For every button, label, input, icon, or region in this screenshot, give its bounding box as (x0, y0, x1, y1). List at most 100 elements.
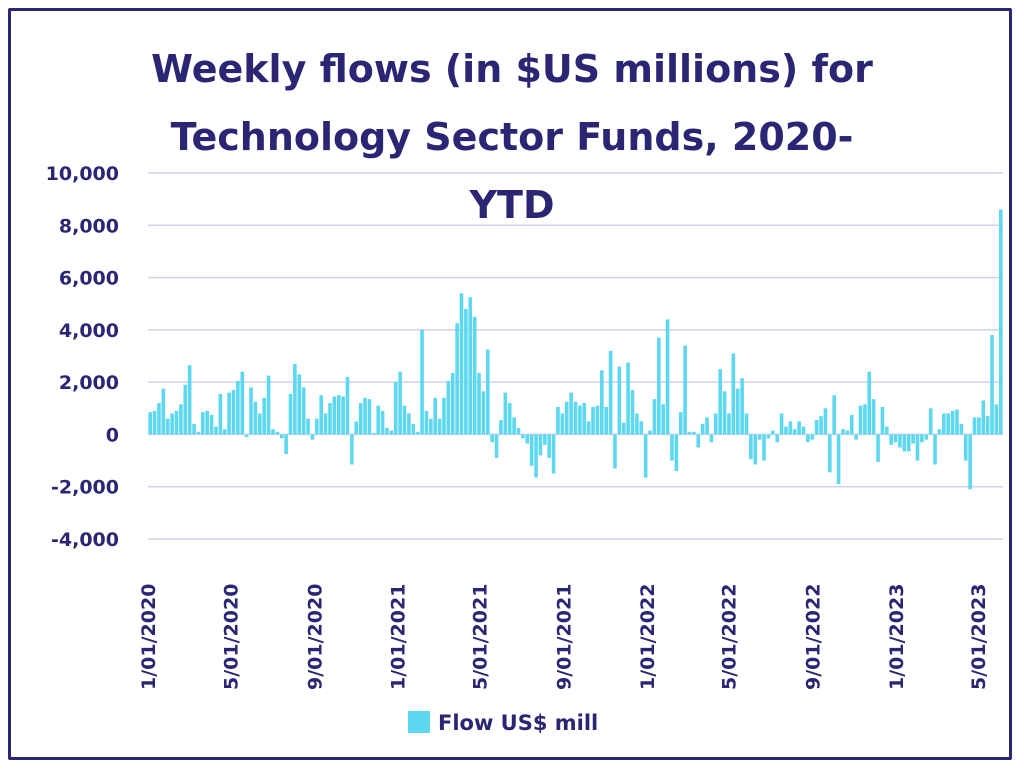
bar (214, 426, 218, 435)
bar (841, 429, 845, 435)
bar (398, 371, 402, 435)
bar (301, 387, 306, 435)
bar (955, 409, 959, 435)
bar (415, 431, 420, 435)
bar (363, 397, 367, 435)
bar (661, 404, 665, 435)
bar (972, 417, 977, 435)
bar (477, 372, 481, 435)
bar (459, 293, 464, 435)
bar (771, 430, 775, 435)
bar (372, 433, 376, 435)
bar (358, 403, 363, 435)
bar (999, 209, 1003, 435)
bar (525, 434, 530, 444)
bar (529, 434, 534, 466)
bar (696, 434, 701, 448)
bar (288, 393, 293, 435)
bar (253, 401, 258, 435)
bar (731, 353, 736, 435)
bar (665, 319, 670, 435)
bar (806, 434, 810, 443)
bar (183, 384, 188, 435)
x-tick-label: 5/01/2023 (968, 584, 990, 690)
bar (613, 434, 617, 469)
bar (687, 431, 692, 435)
bar (854, 434, 858, 440)
bar (446, 380, 451, 435)
bar (442, 397, 446, 435)
bar (709, 434, 714, 443)
bar (266, 375, 271, 435)
bar (345, 376, 350, 435)
bar (814, 420, 819, 435)
bar (683, 345, 687, 435)
bar (499, 420, 503, 435)
bar (836, 434, 841, 485)
x-tick-label: 1/01/2023 (886, 584, 908, 690)
bar (740, 378, 744, 435)
bar (341, 396, 345, 435)
bar (735, 388, 740, 435)
bar (306, 418, 310, 435)
bar (455, 323, 459, 435)
bar (376, 405, 380, 435)
y-tick-label: -2,000 (51, 477, 119, 499)
bar (240, 371, 245, 435)
bar (801, 426, 806, 435)
x-tick-label: 9/01/2022 (803, 584, 825, 690)
bar (845, 430, 850, 435)
x-tick-label: 5/01/2022 (719, 584, 741, 690)
y-tick-label: -4,000 (51, 529, 119, 551)
bar (534, 434, 538, 478)
bar (464, 308, 468, 435)
bar (788, 421, 793, 435)
x-tick-label: 5/01/2021 (470, 584, 492, 690)
bar (604, 406, 608, 435)
bar (893, 434, 898, 443)
bar (354, 421, 359, 435)
bar (950, 410, 955, 435)
bar (775, 434, 779, 443)
chart-title-line-2: Technology Sector Funds, 2020- (171, 115, 854, 159)
bar (928, 408, 933, 435)
bar (937, 429, 942, 435)
bar (968, 434, 972, 490)
bar (161, 388, 166, 435)
bar (617, 366, 622, 435)
bar (472, 316, 477, 435)
bar (727, 413, 731, 435)
bar (591, 406, 595, 435)
bar (380, 410, 385, 435)
bar (174, 410, 179, 435)
bar (170, 413, 174, 435)
bar (192, 423, 196, 435)
bar (157, 403, 161, 435)
bar (797, 421, 801, 435)
bar (981, 400, 986, 435)
legend-swatch (408, 711, 430, 733)
bar (538, 434, 543, 456)
y-tick-label: 0 (106, 424, 119, 446)
bar (626, 362, 630, 435)
x-tick-label: 9/01/2020 (304, 584, 326, 690)
chart-title-line-1: Weekly flows (in $US millions) for (151, 47, 873, 91)
bar (933, 434, 937, 465)
bar (608, 350, 613, 435)
bar (507, 403, 512, 435)
bar (639, 421, 644, 435)
bar (823, 408, 828, 435)
gridlines (148, 172, 1003, 540)
bar (385, 427, 389, 435)
bar (551, 434, 556, 474)
bar (985, 416, 990, 435)
x-axis: 1/01/2020 5/01/2020 9/01/2020 1/01/2021 5/01… (138, 584, 990, 690)
bar (402, 405, 407, 435)
bar (393, 382, 398, 435)
bar (863, 404, 867, 435)
bar (262, 397, 266, 435)
bar (547, 434, 551, 458)
bar (678, 412, 683, 435)
bar (744, 413, 749, 435)
